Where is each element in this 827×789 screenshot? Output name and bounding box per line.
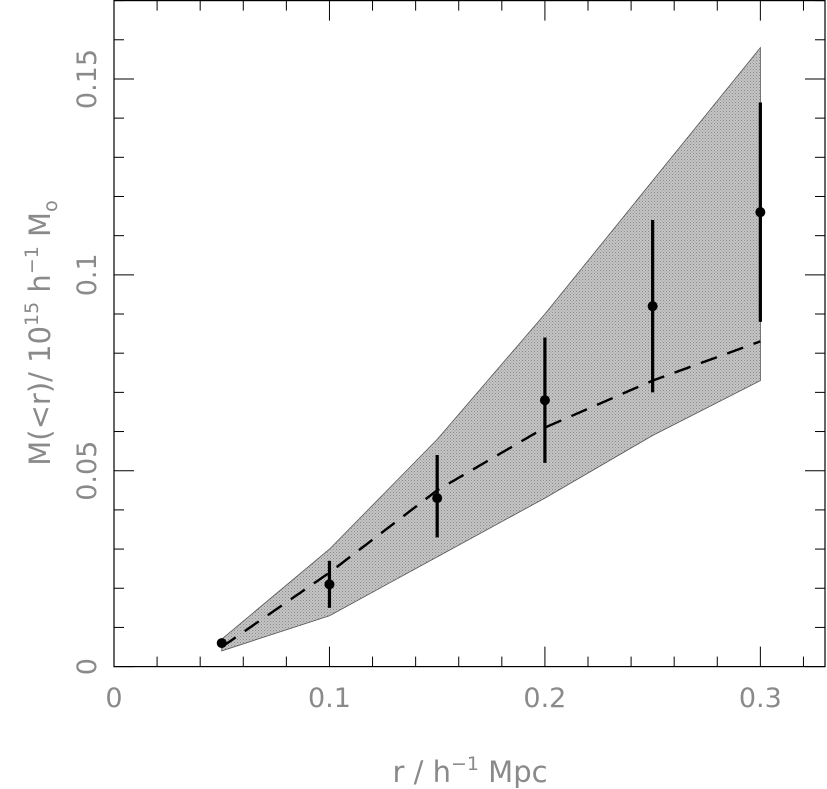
y-tick-label: 0 (72, 658, 103, 675)
x-tick-label: 0 (105, 683, 122, 714)
data-point-1 (216, 638, 227, 649)
data-marker-2 (324, 579, 335, 590)
x-tick-label: 0.1 (308, 683, 351, 714)
x-axis-title-main: r / h (392, 755, 451, 789)
data-point-4 (539, 337, 550, 463)
x-tick-label: 0.2 (523, 683, 566, 714)
confidence-band-layer (221, 46, 761, 652)
y-axis-title-sub-o: o (40, 200, 62, 212)
data-marker-5 (647, 301, 658, 312)
data-points-layer (216, 102, 766, 649)
x-axis-title: r / h−1 Mpc (392, 753, 547, 789)
data-point-5 (647, 219, 658, 393)
data-marker-3 (432, 493, 443, 504)
y-axis-title-h: h (23, 274, 57, 302)
data-marker-1 (216, 638, 227, 649)
data-point-3 (432, 455, 443, 538)
y-tick-label: 0.1 (72, 253, 103, 296)
data-point-6 (755, 102, 766, 322)
y-axis-title-m: M (23, 212, 57, 246)
plot-frame (113, 0, 826, 668)
data-point-2 (324, 560, 335, 608)
x-axis-title-suffix: Mpc (479, 755, 548, 789)
y-tick-labels: 0 0.05 0.1 0.15 (72, 49, 103, 675)
y-tick-label: 0.15 (72, 49, 103, 109)
y-tick-label: 0.05 (72, 441, 103, 501)
x-tick-labels: 0 0.1 0.2 0.3 (105, 683, 781, 714)
x-axis-title-superscript: −1 (451, 753, 479, 775)
confidence-band (221, 46, 761, 652)
y-axis-title-sup-minus1: −1 (21, 246, 43, 274)
y-axis-title: M(<r)/ 1015 h−1 Mo (21, 200, 62, 465)
x-tick-label: 0.3 (739, 683, 782, 714)
data-marker-6 (755, 207, 766, 218)
data-marker-4 (539, 395, 550, 406)
y-axis-title-sup-15: 15 (21, 302, 43, 326)
y-axis-title-prefix: M(<r)/ 10 (23, 326, 57, 466)
